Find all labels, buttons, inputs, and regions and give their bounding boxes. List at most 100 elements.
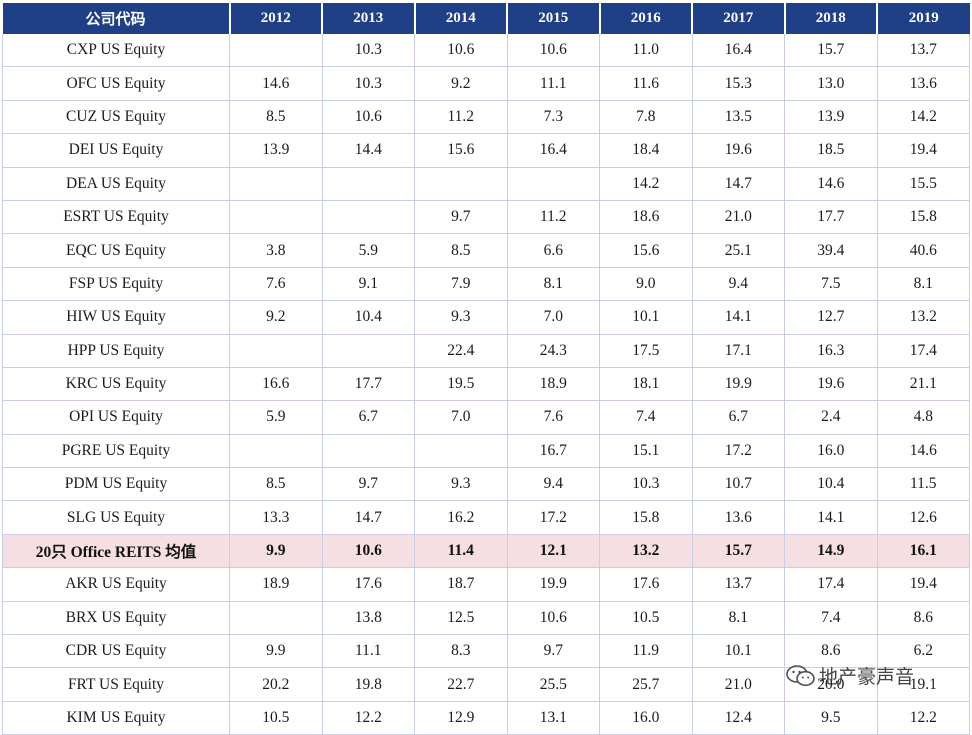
value-cell: 15.5 — [877, 167, 970, 201]
value-cell: 7.4 — [784, 601, 878, 636]
value-cell: 13.2 — [599, 534, 693, 569]
value-cell: 7.8 — [599, 100, 693, 135]
value-cell: 9.7 — [507, 634, 600, 669]
value-cell: 14.7 — [692, 167, 785, 201]
value-cell: 10.4 — [784, 467, 878, 502]
table-row: SLG US Equity 13.3 14.7 16.2 17.2 15.8 13.6 14.… — [2, 500, 970, 535]
value-cell: 16.6 — [229, 367, 323, 402]
value-cell: 17.6 — [599, 567, 693, 602]
value-cell: 7.6 — [507, 400, 600, 435]
table-row: HPP US Equity 22.4 24.3 17.5 17.1 16.3 17.4 — [2, 334, 970, 368]
value-cell — [229, 601, 323, 636]
value-cell: 22.7 — [414, 667, 508, 702]
value-cell: 10.4 — [322, 300, 415, 335]
company-code-cell: FRT US Equity — [2, 667, 230, 702]
value-cell: 12.2 — [322, 701, 415, 735]
value-cell — [322, 334, 415, 368]
value-cell: 13.9 — [784, 100, 878, 135]
value-cell: 10.6 — [507, 34, 600, 68]
company-code-cell: PGRE US Equity — [2, 434, 230, 469]
table-row: ESRT US Equity 9.7 11.2 18.6 21.0 17.7 15.8 — [2, 200, 970, 235]
value-cell: 19.8 — [322, 667, 415, 702]
table-row: KRC US Equity 16.6 17.7 19.5 18.9 18.1 19.9 19.… — [2, 367, 970, 402]
header-year: 2019 — [877, 3, 970, 34]
value-cell: 10.5 — [599, 601, 693, 636]
average-row: 20只 Office REITS 均值 9.9 10.6 11.4 12.1 13.2 15… — [2, 534, 970, 569]
value-cell: 2.4 — [784, 400, 878, 435]
company-code-cell: CXP US Equity — [2, 34, 230, 68]
table-row: KIM US Equity 10.5 12.2 12.9 13.1 16.0 12.4 9.5… — [2, 701, 970, 735]
value-cell: 10.6 — [322, 534, 415, 569]
value-cell: 9.7 — [322, 467, 415, 502]
value-cell: 9.9 — [229, 534, 323, 569]
company-code-cell: HIW US Equity — [2, 300, 230, 335]
table-row: CDR US Equity 9.9 11.1 8.3 9.7 11.9 10.1 8.6 6.2 — [2, 634, 970, 669]
value-cell: 18.7 — [414, 567, 508, 602]
value-cell: 12.9 — [414, 701, 508, 735]
company-code-cell: BRX US Equity — [2, 601, 230, 636]
value-cell: 14.1 — [692, 300, 785, 335]
company-code-cell: CUZ US Equity — [2, 100, 230, 135]
header-year: 2015 — [507, 3, 601, 34]
value-cell: 3.8 — [229, 233, 323, 268]
company-code-cell: KRC US Equity — [2, 367, 230, 402]
value-cell: 13.8 — [322, 601, 415, 636]
table-row: CUZ US Equity 8.5 10.6 11.2 7.3 7.8 13.5 13.9 14… — [2, 100, 970, 135]
value-cell: 17.6 — [322, 567, 415, 602]
header-company-code: 公司代码 — [2, 3, 231, 34]
value-cell: 19.5 — [414, 367, 508, 402]
company-code-cell: DEA US Equity — [2, 167, 230, 201]
value-cell: 19.4 — [877, 567, 970, 602]
value-cell: 17.5 — [599, 334, 693, 368]
header-year: 2012 — [229, 3, 323, 34]
value-cell: 12.2 — [877, 701, 970, 735]
table-row: AKR US Equity 18.9 17.6 18.7 19.9 17.6 13.7 17.… — [2, 567, 970, 602]
value-cell: 9.2 — [229, 300, 323, 335]
table-row: FRT US Equity 20.2 19.8 22.7 25.5 25.7 21.0 20.… — [2, 667, 970, 702]
value-cell: 12.1 — [507, 534, 600, 569]
value-cell — [414, 434, 508, 469]
value-cell: 7.9 — [414, 267, 508, 302]
value-cell: 9.5 — [784, 701, 878, 735]
value-cell: 25.1 — [692, 233, 785, 268]
value-cell: 24.3 — [507, 334, 600, 368]
value-cell: 17.7 — [322, 367, 415, 402]
company-code-cell: DEI US Equity — [2, 133, 230, 168]
value-cell: 5.9 — [229, 400, 323, 435]
value-cell: 11.4 — [414, 534, 508, 569]
table-row: HIW US Equity 9.2 10.4 9.3 7.0 10.1 14.1 12.7 13… — [2, 300, 970, 335]
value-cell: 12.7 — [784, 300, 878, 335]
company-code-cell: ESRT US Equity — [2, 200, 230, 235]
value-cell: 4.8 — [877, 400, 970, 435]
value-cell: 13.7 — [877, 34, 970, 68]
value-cell — [229, 34, 323, 68]
value-cell: 13.7 — [692, 567, 785, 602]
value-cell: 19.1 — [877, 667, 970, 702]
value-cell: 9.3 — [414, 300, 508, 335]
value-cell: 8.5 — [414, 233, 508, 268]
table-row: FSP US Equity 7.6 9.1 7.9 8.1 9.0 9.4 7.5 8.1 — [2, 267, 970, 302]
value-cell: 16.1 — [877, 534, 970, 569]
value-cell: 19.9 — [692, 367, 785, 402]
value-cell: 10.1 — [599, 300, 693, 335]
table-row: OPI US Equity 5.9 6.7 7.0 7.6 7.4 6.7 2.4 4.8 — [2, 400, 970, 435]
table-row: OFC US Equity 14.6 10.3 9.2 11.1 11.6 15.3 13.0… — [2, 66, 970, 101]
watermark: 地产豪声音 — [786, 662, 914, 689]
value-cell: 8.1 — [507, 267, 600, 302]
value-cell: 10.3 — [322, 34, 415, 68]
value-cell: 15.8 — [877, 200, 970, 235]
value-cell: 9.2 — [414, 66, 508, 101]
company-code-cell: 20只 Office REITS 均值 — [2, 534, 230, 569]
value-cell: 40.6 — [877, 233, 970, 268]
value-cell: 39.4 — [784, 233, 878, 268]
table-row: CXP US Equity 10.3 10.6 10.6 11.0 16.4 15.7 13.… — [2, 34, 970, 68]
table-row: PDM US Equity 8.5 9.7 9.3 9.4 10.3 10.7 10.4 11.… — [2, 467, 970, 502]
value-cell: 11.1 — [507, 66, 600, 101]
value-cell: 13.2 — [877, 300, 970, 335]
value-cell: 14.6 — [784, 167, 878, 201]
value-cell: 21.0 — [692, 667, 785, 702]
value-cell: 17.7 — [784, 200, 878, 235]
value-cell: 10.7 — [692, 467, 785, 502]
value-cell: 13.5 — [692, 100, 785, 135]
value-cell: 8.6 — [784, 634, 878, 669]
